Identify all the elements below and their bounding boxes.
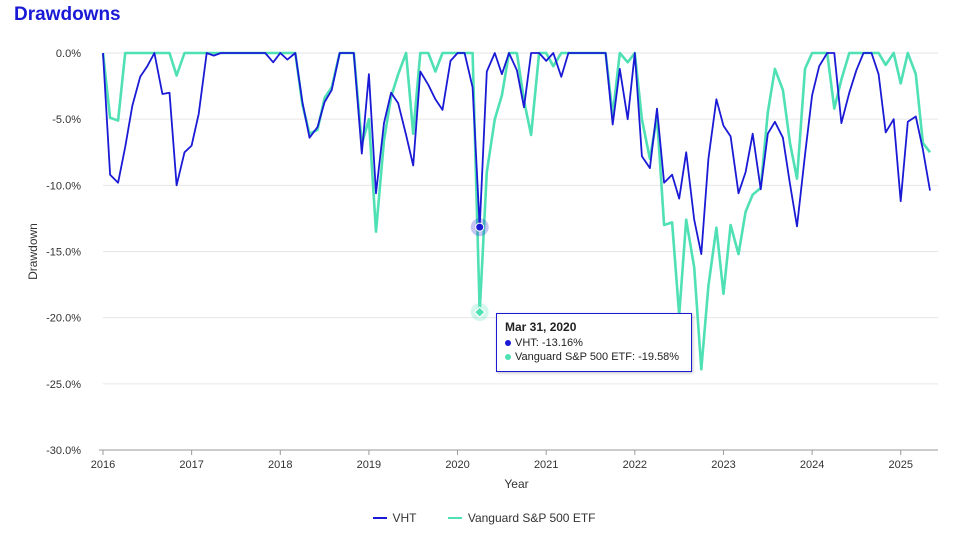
chart-legend: VHT Vanguard S&P 500 ETF (0, 508, 968, 525)
y-tick-label: -5.0% (52, 114, 81, 126)
x-tick-label: 2024 (800, 459, 824, 471)
x-tick-label: 2025 (889, 459, 913, 471)
tooltip-date: Mar 31, 2020 (505, 320, 577, 334)
x-tick-label: 2017 (179, 459, 203, 471)
x-axis-title: Year (504, 477, 528, 491)
x-tick-label: 2022 (623, 459, 647, 471)
series-line-vht (102, 52, 931, 255)
chart-tooltip: Mar 31, 2020 VHT: -13.16% Vanguard S&P 5… (496, 313, 692, 372)
legend-label-vht: VHT (392, 511, 417, 525)
tooltip-voo-value: Vanguard S&P 500 ETF: -19.58% (515, 351, 680, 363)
hover-marker-vht (475, 222, 485, 232)
tooltip-row-vht: VHT: -13.16% (505, 336, 691, 350)
y-tick-label: -15.0% (46, 247, 81, 259)
hover-marker-voo (474, 306, 486, 318)
legend-swatch-voo (447, 517, 462, 519)
x-tick-label: 2020 (445, 459, 469, 471)
x-tick-label: 2018 (268, 459, 292, 471)
legend-label-voo: Vanguard S&P 500 ETF (467, 511, 596, 525)
y-tick-label: -25.0% (46, 379, 81, 391)
x-tick-label: 2016 (91, 459, 115, 471)
x-tick-label: 2019 (357, 459, 381, 471)
x-tick-label: 2021 (534, 459, 558, 471)
chart-title: Drawdowns (14, 4, 121, 25)
y-axis-title: Drawdown (26, 223, 40, 280)
x-tick-label: 2023 (711, 459, 735, 471)
y-tick-label: 0.0% (56, 48, 81, 60)
vht-dot-icon (505, 340, 511, 347)
tooltip-vht-value: VHT: -13.16% (515, 337, 583, 349)
legend-item-voo[interactable]: Vanguard S&P 500 ETF (447, 511, 596, 525)
y-tick-label: -30.0% (46, 445, 81, 457)
voo-dot-icon (505, 354, 511, 361)
y-tick-label: -20.0% (46, 313, 81, 325)
tooltip-row-voo: Vanguard S&P 500 ETF: -19.58% (505, 350, 691, 364)
legend-swatch-vht (372, 517, 387, 519)
legend-item-vht[interactable]: VHT (372, 511, 417, 525)
y-tick-label: -10.0% (46, 180, 81, 192)
